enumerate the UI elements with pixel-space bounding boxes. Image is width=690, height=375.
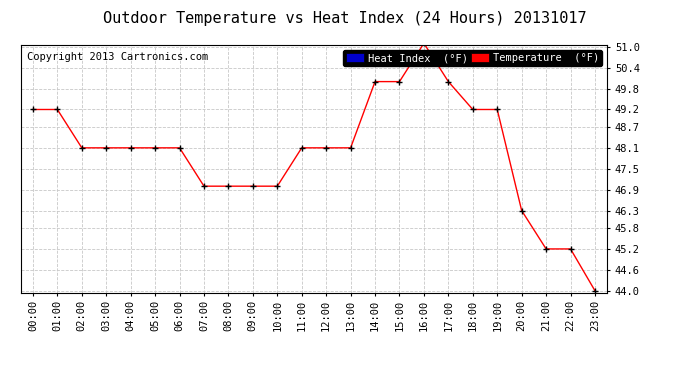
Text: Copyright 2013 Cartronics.com: Copyright 2013 Cartronics.com: [26, 53, 208, 62]
Text: Outdoor Temperature vs Heat Index (24 Hours) 20131017: Outdoor Temperature vs Heat Index (24 Ho…: [104, 11, 586, 26]
Legend: Heat Index  (°F), Temperature  (°F): Heat Index (°F), Temperature (°F): [343, 50, 602, 66]
